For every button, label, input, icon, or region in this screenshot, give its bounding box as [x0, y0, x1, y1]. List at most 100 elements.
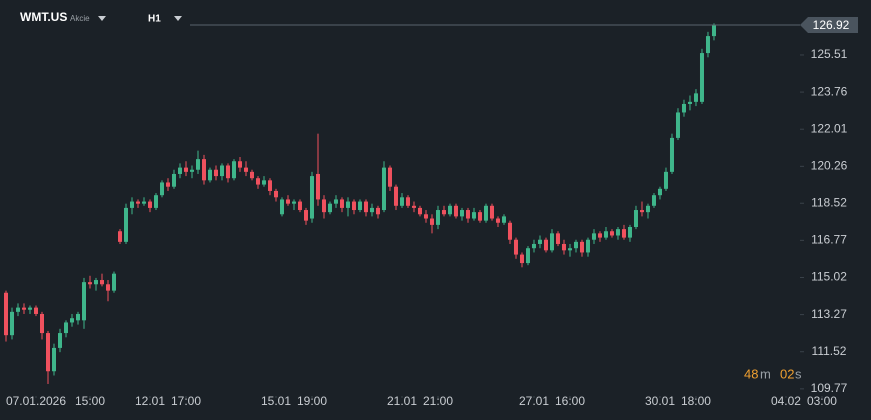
- countdown-seconds: 02: [780, 366, 794, 381]
- candle-body: [15, 307, 20, 312]
- candle-body: [705, 36, 710, 54]
- y-tick-label: 111.52: [812, 344, 847, 358]
- candle-body: [183, 167, 188, 172]
- x-tick-label: 16:00: [555, 394, 585, 408]
- candle-body: [279, 199, 284, 215]
- candle-body: [237, 161, 242, 168]
- candle-body: [3, 292, 8, 336]
- candle-body: [477, 212, 482, 221]
- candle-body: [621, 229, 626, 238]
- candle-body: [549, 233, 554, 251]
- x-tick-label: 04.02: [771, 394, 801, 408]
- candle-body: [411, 205, 416, 208]
- x-tick-label: 21:00: [423, 394, 453, 408]
- candle-body: [387, 167, 392, 187]
- candle-body: [669, 137, 674, 172]
- candle-body: [393, 186, 398, 206]
- candle-body: [483, 205, 488, 221]
- candle-body: [213, 169, 218, 177]
- candle-body: [261, 180, 266, 185]
- y-tick-label: 109.77: [811, 381, 848, 395]
- toolbar: [0, 0, 871, 36]
- candle-body: [69, 318, 74, 323]
- candle-body: [141, 201, 146, 204]
- candle-body: [495, 218, 500, 223]
- candle-body: [363, 201, 368, 213]
- candle-body: [105, 284, 110, 291]
- countdown-unit: s: [795, 366, 802, 381]
- candle-body: [225, 165, 230, 179]
- candle-body: [447, 205, 452, 215]
- candle-body: [153, 195, 158, 208]
- candle-body: [339, 199, 344, 208]
- candle-body: [87, 282, 92, 285]
- candle-body: [627, 227, 632, 238]
- candle-body: [519, 254, 524, 264]
- candle-body: [471, 212, 476, 219]
- candle-body: [189, 169, 194, 172]
- candle-body: [231, 161, 236, 179]
- candle-body: [81, 282, 86, 321]
- y-tick-label: 115.02: [811, 270, 847, 284]
- candle-body: [243, 167, 248, 172]
- candle-body: [459, 210, 464, 217]
- candle-body: [345, 201, 350, 208]
- candle-body: [201, 159, 206, 181]
- candle-body: [543, 239, 548, 251]
- candle-body: [51, 347, 56, 372]
- candle-body: [63, 322, 68, 334]
- symbol-dropdown[interactable]: [98, 16, 106, 21]
- candle-body: [615, 229, 620, 236]
- x-tick-label: 27.01: [519, 394, 549, 408]
- candle-body: [561, 243, 566, 251]
- candle-body: [441, 210, 446, 215]
- candle-body: [405, 197, 410, 206]
- candle-body: [639, 210, 644, 213]
- x-tick-label: 03:00: [807, 394, 837, 408]
- candle-body: [267, 180, 272, 191]
- y-tick-label: 120.26: [811, 159, 848, 173]
- candle-body: [195, 159, 200, 170]
- candle-body: [177, 167, 182, 174]
- candle-body: [219, 165, 224, 177]
- candle-body: [417, 207, 422, 215]
- candle-body: [33, 307, 38, 314]
- candle-body: [423, 214, 428, 219]
- x-tick-label: 15.01: [261, 394, 291, 408]
- y-tick-label: 122.01: [811, 121, 848, 135]
- candle-body: [399, 197, 404, 206]
- interval-dropdown[interactable]: [174, 16, 182, 21]
- y-tick-label: 125.51: [811, 47, 848, 61]
- candle-body: [9, 311, 14, 336]
- candle-body: [537, 239, 542, 244]
- candle-body: [111, 273, 116, 291]
- plot-area: 109.77 111.52 113.27 115.02 116.77 118.52 120.…: [3, 17, 858, 408]
- candle-body: [291, 201, 296, 204]
- interval[interactable]: H1: [148, 14, 161, 25]
- candle-body: [501, 216, 506, 223]
- candle-body: [27, 307, 32, 310]
- y-tick-label: 113.27: [811, 307, 847, 321]
- last-price-tag: [800, 17, 858, 34]
- candle-body: [39, 313, 44, 334]
- x-tick-label: 17:00: [171, 394, 201, 408]
- candle-body: [249, 171, 254, 179]
- y-tick-label: 118.52: [811, 195, 847, 209]
- candle-body: [327, 203, 332, 213]
- x-tick-label: 12.01: [135, 394, 165, 408]
- candle-body: [633, 210, 638, 227]
- candle-body: [585, 239, 590, 253]
- candle-body: [285, 199, 290, 204]
- symbol[interactable]: WMT.US: [20, 10, 67, 24]
- candle-body: [45, 333, 50, 372]
- candle-body: [489, 205, 494, 219]
- candle-body: [531, 243, 536, 249]
- candle-body: [117, 231, 122, 242]
- candle-body: [357, 201, 362, 211]
- candle-body: [645, 205, 650, 213]
- candle-body: [159, 182, 164, 196]
- candle-body: [681, 103, 686, 113]
- candle-body: [21, 307, 26, 310]
